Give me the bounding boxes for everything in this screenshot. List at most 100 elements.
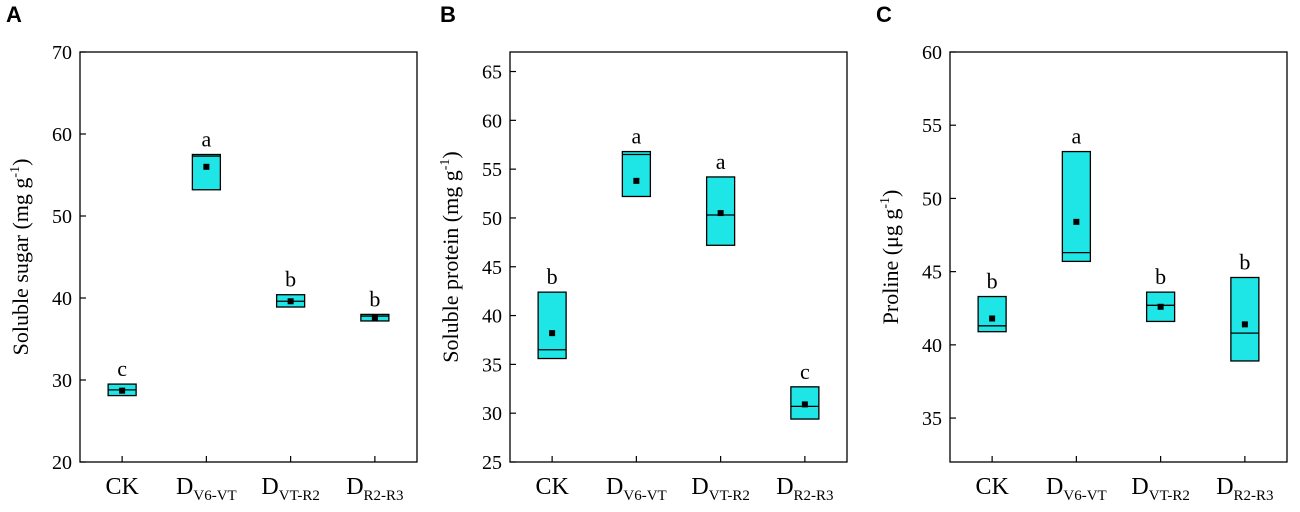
plot-frame bbox=[79, 51, 418, 463]
x-category-label: DVT-R2 bbox=[1131, 474, 1189, 504]
box-rect bbox=[1230, 276, 1260, 362]
box-mean-marker bbox=[801, 401, 808, 408]
y-tick-label: 50 bbox=[482, 208, 502, 230]
significance-letter: b bbox=[547, 264, 558, 289]
y-axis-label-superscript: -1 bbox=[8, 166, 23, 178]
x-category-label: DR2-R3 bbox=[776, 474, 833, 504]
box-0: c bbox=[107, 356, 137, 397]
x-category-main: D bbox=[1046, 474, 1063, 500]
y-tick-label: 65 bbox=[482, 62, 502, 84]
y-tick-label: 25 bbox=[482, 452, 502, 474]
x-category-label: DV6-VT bbox=[606, 474, 667, 504]
x-category-label: DVT-R2 bbox=[261, 474, 319, 504]
x-category-label: CK bbox=[535, 474, 569, 500]
box-3: b bbox=[360, 286, 390, 322]
x-category-subscript: VT-R2 bbox=[279, 488, 320, 504]
box-rect bbox=[1061, 150, 1092, 263]
x-category-main: D bbox=[346, 474, 363, 500]
box-mean-marker bbox=[1241, 321, 1248, 328]
significance-letter: b bbox=[1239, 250, 1250, 275]
y-axis-label-close: ) bbox=[438, 151, 463, 158]
box-1: a bbox=[621, 124, 652, 198]
significance-letter: a bbox=[631, 124, 641, 149]
box-rect bbox=[621, 150, 652, 198]
box-3: b bbox=[1230, 250, 1260, 362]
box-1: a bbox=[1061, 124, 1092, 263]
x-category-main: CK bbox=[535, 474, 569, 500]
y-tick-label: 20 bbox=[52, 452, 72, 474]
x-category-subscript: R2-R3 bbox=[794, 488, 834, 504]
x-category-main: D bbox=[691, 474, 708, 500]
x-category-main: CK bbox=[975, 474, 1009, 500]
y-axis-label-text: Proline (μg g bbox=[878, 209, 903, 325]
panel-letter: B bbox=[440, 2, 456, 27]
y-tick-label: 35 bbox=[482, 354, 502, 376]
x-category-subscript: R2-R3 bbox=[364, 488, 404, 504]
y-axis-label-text: Soluble protein (mg g bbox=[438, 170, 463, 362]
y-axis-label: Soluble protein (mg g-1) bbox=[438, 151, 463, 362]
x-category-subscript: VT-R2 bbox=[709, 488, 750, 504]
box-1: a bbox=[191, 127, 222, 191]
box-mean-marker bbox=[119, 387, 126, 394]
box-mean-marker bbox=[1157, 303, 1164, 310]
y-tick-label: 30 bbox=[482, 403, 502, 425]
plot-frame bbox=[509, 51, 848, 463]
y-tick-label: 50 bbox=[922, 188, 942, 210]
x-category-subscript: V6-VT bbox=[623, 488, 666, 504]
x-category-subscript: V6-VT bbox=[1063, 488, 1106, 504]
box-2: b bbox=[1145, 264, 1176, 323]
y-axis-label-superscript: -1 bbox=[878, 197, 893, 209]
x-category-main: D bbox=[1131, 474, 1148, 500]
y-tick-label: 40 bbox=[52, 288, 72, 310]
x-category-label: DVT-R2 bbox=[691, 474, 749, 504]
significance-letter: a bbox=[1071, 124, 1081, 149]
y-axis-label: Soluble sugar (mg g-1) bbox=[8, 159, 33, 356]
y-tick-label: 60 bbox=[52, 124, 72, 146]
y-tick-label: 45 bbox=[922, 262, 942, 284]
y-axis-label: Proline (μg g-1) bbox=[878, 190, 903, 325]
x-category-subscript: R2-R3 bbox=[1234, 488, 1274, 504]
x-category-label: DR2-R3 bbox=[1216, 474, 1273, 504]
box-rect bbox=[191, 153, 222, 191]
box-mean-marker bbox=[287, 298, 294, 305]
y-tick-label: 45 bbox=[482, 257, 502, 279]
box-mean-marker bbox=[989, 315, 996, 322]
y-tick-label: 55 bbox=[482, 159, 502, 181]
y-axis-label-text: Soluble sugar (mg g bbox=[8, 178, 33, 356]
x-category-label: DV6-VT bbox=[1046, 474, 1107, 504]
panel-letter: C bbox=[876, 2, 892, 27]
box-2: b bbox=[275, 267, 306, 308]
box-mean-marker bbox=[1073, 218, 1080, 225]
plot-frame bbox=[949, 51, 1288, 463]
box-0: b bbox=[977, 269, 1007, 333]
x-category-subscript: V6-VT bbox=[193, 488, 236, 504]
y-tick-label: 60 bbox=[922, 42, 942, 64]
significance-letter: a bbox=[716, 149, 726, 174]
y-tick-label: 60 bbox=[482, 110, 502, 132]
x-category-main: D bbox=[176, 474, 193, 500]
x-category-main: CK bbox=[105, 474, 139, 500]
y-axis-label-superscript: -1 bbox=[438, 159, 453, 171]
y-tick-label: 70 bbox=[52, 42, 72, 64]
box-mean-marker bbox=[203, 163, 210, 170]
significance-letter: b bbox=[1155, 264, 1166, 289]
significance-letter: c bbox=[800, 359, 810, 384]
box-3: c bbox=[790, 359, 820, 420]
box-rect bbox=[537, 291, 567, 360]
y-axis-label-close: ) bbox=[8, 159, 33, 166]
box-0: b bbox=[537, 264, 567, 360]
y-tick-label: 40 bbox=[482, 306, 502, 328]
box-mean-marker bbox=[549, 330, 556, 337]
significance-letter: b bbox=[369, 286, 380, 311]
significance-letter: b bbox=[285, 267, 296, 292]
x-category-main: D bbox=[261, 474, 278, 500]
significance-letter: b bbox=[987, 269, 998, 294]
box-2: a bbox=[705, 149, 736, 246]
significance-letter: c bbox=[117, 356, 127, 381]
x-category-label: DV6-VT bbox=[176, 474, 237, 504]
x-category-label: CK bbox=[975, 474, 1009, 500]
x-category-label: CK bbox=[105, 474, 139, 500]
y-tick-label: 35 bbox=[922, 408, 942, 430]
